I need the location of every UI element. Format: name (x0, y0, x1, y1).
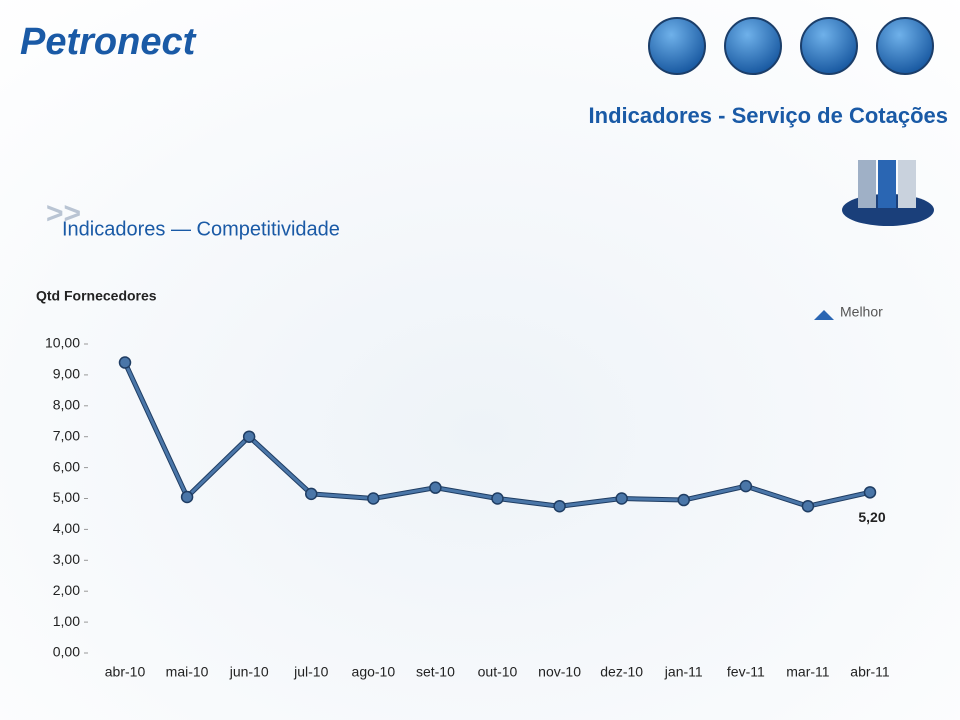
section-title: Indicadores — Competitividade (62, 218, 340, 240)
point (863, 486, 877, 499)
point (615, 492, 628, 505)
x-tick-label: dez-10 (600, 664, 643, 680)
x-tick-label: jun-10 (229, 664, 269, 680)
y-tick-label: 5,00 (53, 489, 80, 505)
x-tick-label: mar-11 (786, 664, 830, 680)
point (429, 481, 442, 494)
x-tick-label: jul-10 (293, 664, 328, 680)
x-tick-label: nov-10 (538, 664, 581, 680)
better-arrow (814, 310, 834, 320)
point (677, 493, 690, 507)
icon-button[interactable] (648, 17, 706, 75)
x-tick-label: set-10 (416, 664, 455, 680)
y-tick-label: 7,00 (53, 427, 80, 443)
y-tick-label: 0,00 (53, 644, 80, 660)
x-tick-label: mai-10 (166, 664, 209, 680)
point (801, 499, 815, 513)
y-axis-title: Qtd Fornecedores (36, 288, 157, 304)
x-tick-label: out-10 (478, 664, 518, 680)
y-tick-label: 8,00 (53, 397, 80, 413)
point (305, 487, 318, 501)
point (739, 479, 753, 493)
y-tick-label: 1,00 (53, 613, 80, 629)
y-tick-label: 10,00 (45, 335, 80, 351)
icon-button[interactable] (800, 17, 858, 75)
point (242, 430, 256, 443)
y-tick-label: 4,00 (53, 520, 80, 536)
point (367, 492, 380, 505)
value-label: 5,20 (858, 509, 885, 525)
point (118, 356, 132, 369)
icon-button[interactable] (724, 17, 782, 75)
page-title: Indicadores - Serviço de Cotações (589, 103, 948, 128)
point (553, 499, 566, 513)
point (491, 492, 504, 505)
x-tick-label: jan-11 (664, 664, 703, 680)
chart-icon (842, 160, 934, 226)
nav-icons (648, 17, 934, 75)
breadcrumb-arrows: >> (46, 197, 81, 230)
annotation: Melhor (840, 304, 883, 320)
x-tick-label: fev-11 (727, 664, 765, 680)
x-tick-label: abr-11 (850, 664, 890, 680)
logo: Petronect (20, 21, 197, 63)
y-tick-label: 6,00 (53, 458, 80, 474)
x-tick-label: abr-10 (105, 664, 146, 680)
y-tick-label: 9,00 (53, 366, 80, 382)
y-tick-label: 2,00 (53, 582, 80, 598)
point (180, 490, 194, 504)
icon-button[interactable] (876, 17, 934, 75)
x-tick-label: ago-10 (352, 664, 396, 680)
y-tick-label: 3,00 (53, 551, 80, 567)
